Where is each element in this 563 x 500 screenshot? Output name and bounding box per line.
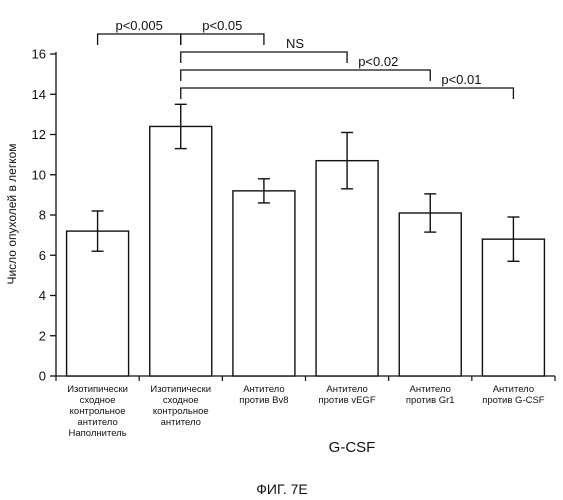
bar <box>233 191 295 376</box>
category-label: ИзотипическисходноеконтрольноеантителоНа… <box>67 384 128 439</box>
significance-bracket: p<0.02 <box>181 54 431 81</box>
significance-brackets: p<0.005 p<0.05 NS p<0.02 p<0.01 <box>98 18 514 99</box>
figure-caption: ФИГ. 7E <box>256 481 307 497</box>
bar <box>150 126 212 376</box>
category-label: Изотипическисходноеконтрольноеантитело <box>150 384 211 428</box>
significance-label: p<0.05 <box>202 18 242 33</box>
bar <box>399 213 461 376</box>
y-tick-label: 12 <box>32 127 46 142</box>
y-tick-label: 4 <box>39 288 46 303</box>
y-axis-label: Число опухолей в легком <box>5 143 19 284</box>
category-labels: ИзотипическисходноеконтрольноеантителоНа… <box>67 384 545 439</box>
y-ticks: 0 2 4 6 8 10 12 14 16 <box>32 47 56 384</box>
significance-label: p<0.02 <box>358 54 398 69</box>
significance-label: p<0.005 <box>115 18 162 33</box>
y-tick-label: 16 <box>32 47 46 62</box>
significance-bracket: p<0.01 <box>181 72 514 99</box>
y-tick-label: 2 <box>39 328 46 343</box>
y-tick-label: 8 <box>39 208 46 223</box>
significance-bracket: p<0.05 <box>181 18 264 45</box>
significance-bracket: p<0.005 <box>98 18 181 45</box>
y-tick-label: 6 <box>39 248 46 263</box>
bar <box>316 161 378 376</box>
category-label: Антителопротив G-CSF <box>482 384 545 406</box>
y-tick-label: 0 <box>39 369 46 384</box>
category-label: Антителопротив Gr1 <box>406 384 455 406</box>
category-label: Антителопротив Bv8 <box>239 384 288 406</box>
significance-label: p<0.01 <box>441 72 481 87</box>
bars <box>67 126 545 376</box>
x-axis-label: G-CSF <box>329 439 376 456</box>
y-tick-label: 14 <box>32 87 46 102</box>
category-label: Антителопротив vEGF <box>319 384 376 406</box>
axes <box>56 52 555 381</box>
y-tick-label: 10 <box>32 167 46 182</box>
bar <box>67 231 129 376</box>
significance-label: NS <box>286 36 304 51</box>
